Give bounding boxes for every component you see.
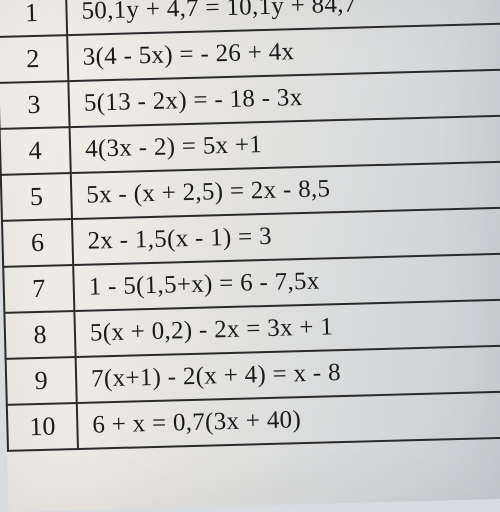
row-number: 9 [6,357,77,405]
row-number: 1 [0,0,67,37]
row-number: 6 [2,219,73,267]
row-number: 5 [1,173,72,221]
row-number: 10 [7,403,78,451]
row-number: 3 [0,81,70,129]
row-number: 4 [0,127,71,175]
worksheet-page: 1 50,1y + 4,7 = 10,1y + 84,7 2 3(4 - 5x)… [0,0,500,512]
row-number: 7 [3,265,74,313]
equations-table: 1 50,1y + 4,7 = 10,1y + 84,7 2 3(4 - 5x)… [0,0,500,452]
row-number: 8 [4,311,75,359]
table-body: 1 50,1y + 4,7 = 10,1y + 84,7 2 3(4 - 5x)… [0,0,500,451]
row-number: 2 [0,35,68,83]
